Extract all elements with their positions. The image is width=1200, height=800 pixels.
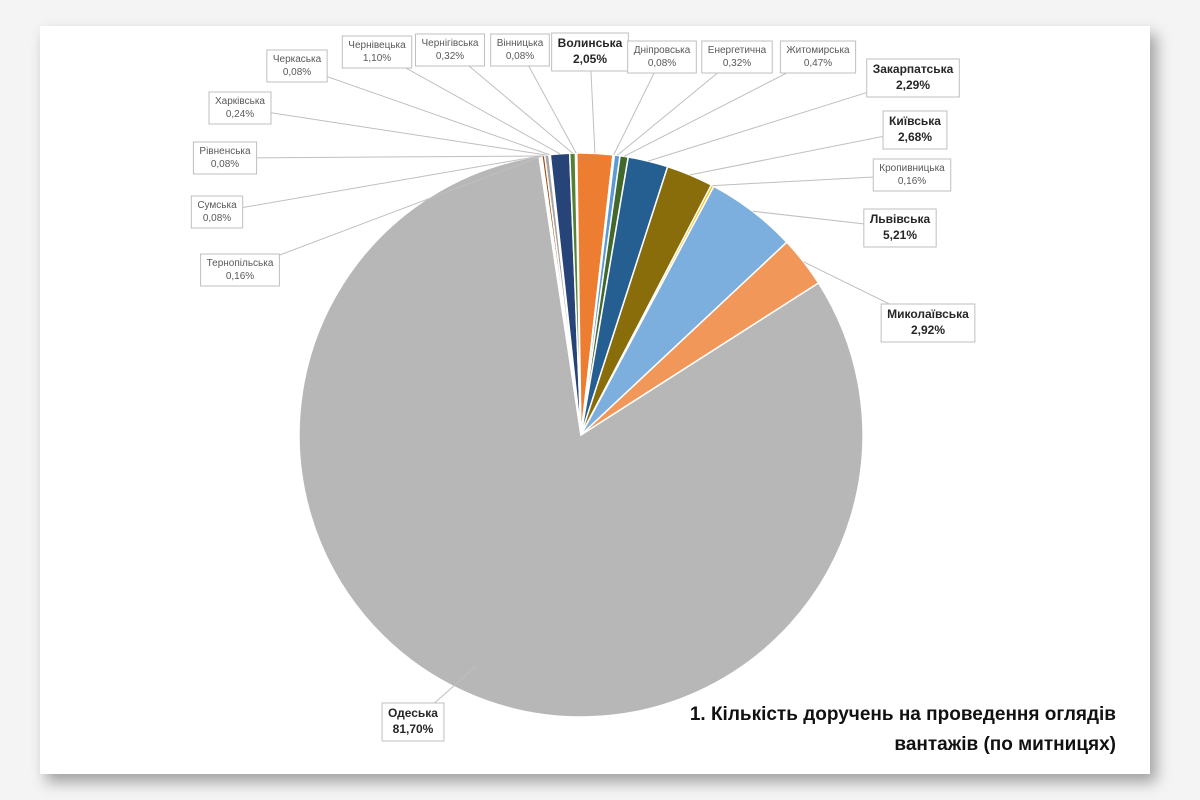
- label-value: 1,10%: [363, 53, 391, 64]
- label-name: Волинська: [558, 36, 623, 50]
- label-box: [208, 91, 272, 125]
- label-box: [490, 33, 550, 67]
- leader-line: [224, 155, 540, 159]
- label-name: Рівненська: [199, 146, 251, 157]
- label-name: Львівська: [870, 212, 931, 226]
- data-label: Тернопільська 0,16%: [200, 253, 280, 287]
- label-name: Вінницька: [497, 38, 544, 49]
- label-value: 0,32%: [723, 58, 751, 69]
- label-name: Одеська: [388, 706, 438, 720]
- label-box: [882, 110, 948, 150]
- label-box: [341, 35, 413, 69]
- label-box: [866, 58, 960, 98]
- label-value: 2,29%: [896, 78, 930, 92]
- label-box: [551, 32, 629, 72]
- data-label: Дніпровська 0,08%: [627, 40, 697, 74]
- data-label: Закарпатська 2,29%: [866, 58, 960, 98]
- data-label: Харківська 0,24%: [208, 91, 272, 125]
- leader-line: [519, 49, 577, 154]
- label-name: Черкаська: [273, 54, 322, 65]
- data-label: Житомирська 0,47%: [779, 40, 857, 74]
- label-name: Житомирська: [786, 45, 850, 56]
- label-box: [863, 208, 937, 248]
- chart-title: 1. Кількість доручень на проведення огля…: [689, 704, 1116, 755]
- data-label: Чернігівська 0,32%: [415, 33, 485, 67]
- label-value: 0,16%: [226, 271, 254, 282]
- label-name: Закарпатська: [873, 62, 954, 76]
- label-value: 0,24%: [226, 109, 254, 120]
- leader-line: [689, 129, 916, 176]
- label-name: Чернівецька: [348, 40, 406, 51]
- leader-line: [296, 65, 550, 156]
- label-box: [779, 40, 857, 74]
- label-box: [192, 141, 258, 175]
- label-box: [200, 253, 280, 287]
- label-value: 0,08%: [283, 67, 311, 78]
- label-name: Тернопільська: [207, 258, 274, 269]
- data-label: Київська 2,68%: [882, 110, 948, 150]
- data-label: Волинська 2,05%: [551, 32, 629, 72]
- label-value: 0,32%: [436, 51, 464, 62]
- leader-line: [623, 56, 819, 157]
- label-name: Сумська: [197, 200, 237, 211]
- label-name: Київська: [889, 114, 941, 128]
- pie-slice: [298, 155, 864, 718]
- label-box: [381, 702, 445, 742]
- leader-line: [216, 155, 542, 213]
- leader-line: [239, 155, 544, 271]
- data-label: Кропивницька 0,16%: [872, 158, 952, 192]
- label-name: Дніпровська: [634, 45, 691, 56]
- data-label: Вінницька 0,08%: [490, 33, 550, 67]
- label-name: Миколаївська: [887, 307, 969, 321]
- data-label: Енергетична 0,32%: [701, 40, 773, 74]
- label-name: Чернігівська: [422, 38, 479, 49]
- label-name: Кропивницька: [879, 163, 945, 174]
- label-value: 0,16%: [898, 176, 926, 187]
- data-label: Чернівецька 1,10%: [341, 35, 413, 69]
- data-label: Львівська 5,21%: [863, 208, 937, 248]
- leader-line: [376, 51, 561, 155]
- data-label: Черкаська 0,08%: [266, 49, 328, 83]
- label-value: 2,05%: [573, 52, 607, 66]
- label-name: Енергетична: [708, 45, 767, 56]
- label-value: 2,92%: [911, 323, 945, 337]
- data-label: Рівненська 0,08%: [192, 141, 258, 175]
- label-value: 2,68%: [898, 130, 932, 144]
- leader-line: [239, 107, 547, 156]
- label-box: [880, 303, 976, 343]
- label-value: 0,08%: [648, 58, 676, 69]
- label-box: [627, 40, 697, 74]
- label-box: [415, 33, 485, 67]
- leader-line: [449, 49, 573, 154]
- label-name: Харківська: [215, 96, 265, 107]
- label-value: 81,70%: [393, 722, 434, 736]
- label-value: 5,21%: [883, 228, 917, 242]
- label-value: 0,08%: [203, 213, 231, 224]
- label-box: [190, 195, 244, 229]
- label-box: [872, 158, 952, 192]
- label-box: [266, 49, 328, 83]
- label-value: 0,08%: [506, 51, 534, 62]
- label-value: 0,08%: [211, 159, 239, 170]
- label-value: 0,47%: [804, 58, 832, 69]
- data-label: Сумська 0,08%: [190, 195, 244, 229]
- data-label: Миколаївська 2,92%: [880, 303, 976, 343]
- data-label: Одеська 81,70%: [381, 702, 445, 742]
- label-box: [701, 40, 773, 74]
